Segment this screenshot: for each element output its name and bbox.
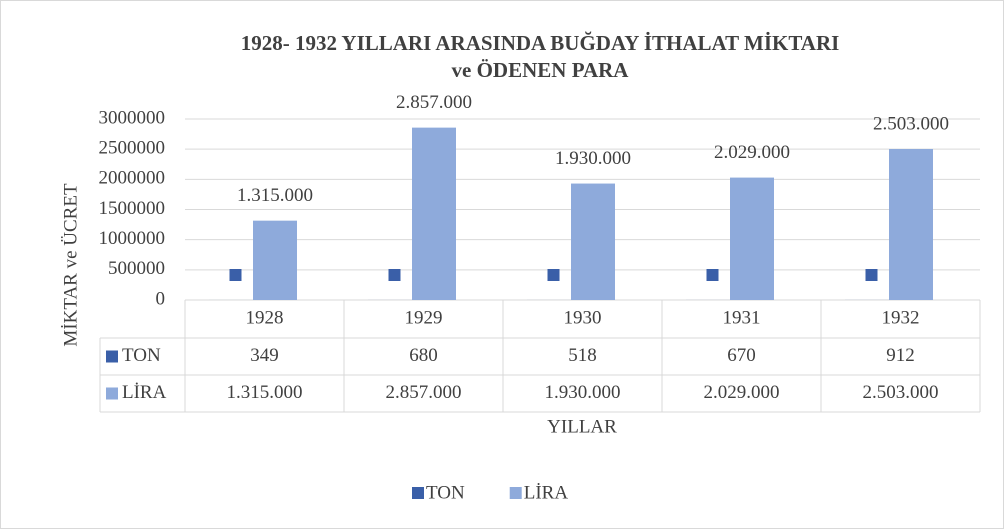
y-tick-label: 2000000: [99, 168, 166, 189]
table-cell: 912: [886, 345, 915, 366]
data-label: 2.503.000: [873, 113, 949, 134]
x-tick-label: 1931: [723, 307, 761, 328]
y-tick-label: 3000000: [99, 107, 166, 128]
data-label: 2.029.000: [714, 142, 790, 163]
data-label-key: [706, 269, 719, 281]
y-tick-label: 1000000: [99, 228, 166, 249]
table-cell: 518: [568, 345, 597, 366]
y-tick-label: 0: [156, 288, 166, 309]
data-label-key: [388, 269, 401, 281]
data-label: 2.857.000: [396, 92, 472, 113]
bar: [889, 148, 933, 300]
x-tick-label: 1929: [405, 307, 443, 328]
bar: [571, 183, 615, 300]
chart-title: ve ÖDENEN PARA: [452, 58, 630, 82]
table-cell: 680: [409, 345, 438, 366]
legend-key: [106, 350, 118, 363]
legend-key: [106, 387, 118, 400]
data-label-key: [865, 269, 878, 281]
x-tick-label: 1928: [246, 307, 284, 328]
legend-label: TON: [426, 482, 465, 503]
y-tick-label: 1500000: [99, 198, 166, 219]
x-tick-label: 1932: [882, 307, 920, 328]
bar: [412, 127, 456, 300]
row-header: TON: [122, 345, 161, 366]
bar: [730, 177, 774, 300]
x-tick-label: 1930: [564, 307, 602, 328]
chart-title: 1928- 1932 YILLARI ARASINDA BUĞDAY İTHAL…: [241, 31, 840, 55]
legend-key: [412, 487, 424, 499]
data-label: 1.930.000: [555, 148, 631, 169]
table-cell: 2.029.000: [704, 382, 780, 403]
table-cell: 1.930.000: [545, 382, 621, 403]
table-cell: 2.857.000: [386, 382, 462, 403]
y-tick-label: 500000: [108, 258, 165, 279]
data-label-key: [547, 269, 560, 281]
bar: [253, 220, 297, 300]
legend-label: LİRA: [524, 482, 569, 503]
data-label-key: [229, 269, 242, 281]
table-cell: 1.315.000: [227, 382, 303, 403]
y-axis-title: MİKTAR ve ÜCRET: [60, 183, 81, 347]
legend-key: [509, 487, 522, 499]
table-cell: 670: [727, 345, 756, 366]
y-tick-label: 2500000: [99, 138, 166, 159]
table-cell: 349: [250, 345, 279, 366]
x-axis-title: YILLAR: [547, 416, 617, 437]
data-label: 1.315.000: [237, 185, 313, 206]
table-cell: 2.503.000: [863, 382, 939, 403]
row-header: LİRA: [122, 382, 167, 403]
